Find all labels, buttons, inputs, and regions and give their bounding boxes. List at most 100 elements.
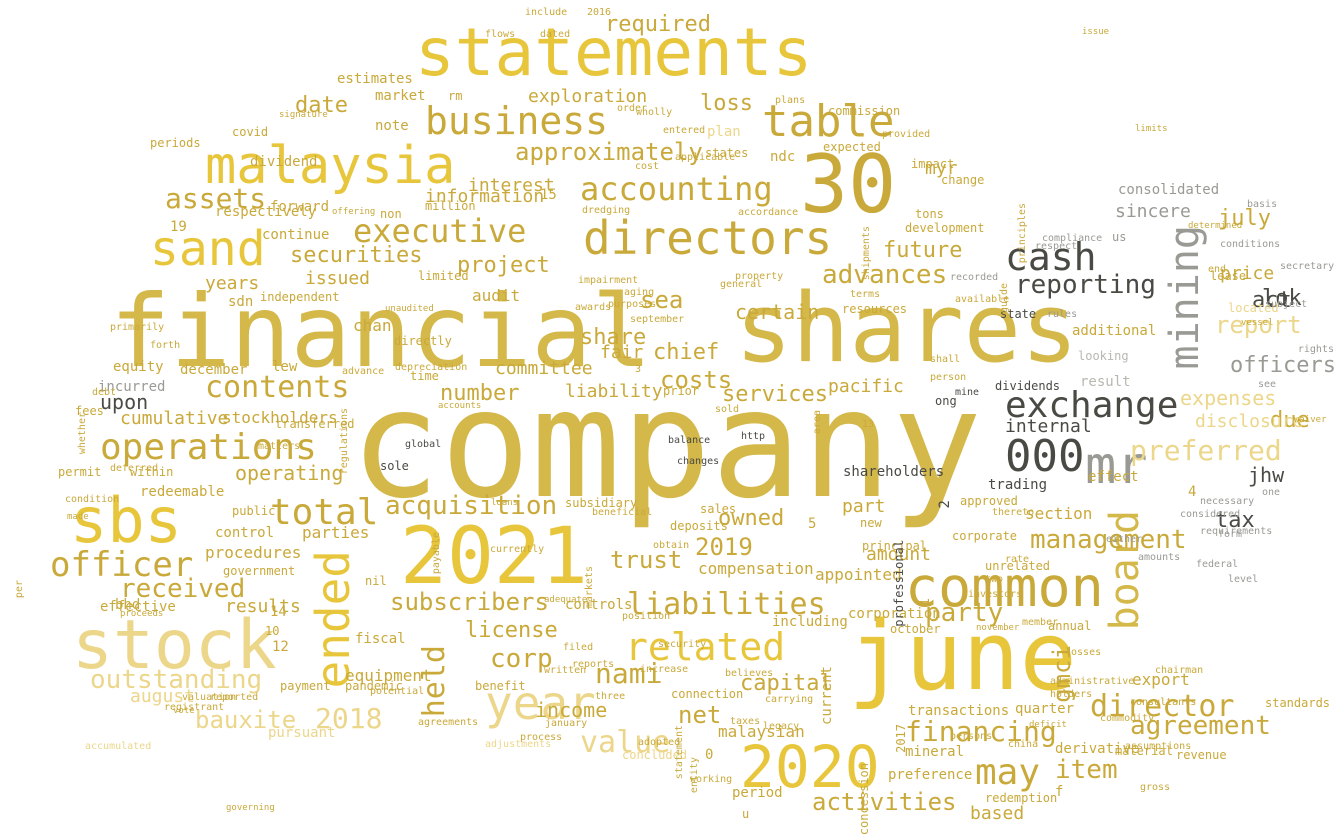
word-operations: operations bbox=[100, 427, 317, 468]
word-mr: mr bbox=[1085, 436, 1148, 496]
word-12: 12 bbox=[272, 639, 289, 655]
word-october: october bbox=[890, 622, 941, 636]
word-agreement: agreement bbox=[1130, 711, 1271, 741]
word-results: results bbox=[225, 596, 301, 617]
word-concluded: concluded bbox=[622, 748, 688, 762]
word-made: made bbox=[67, 512, 89, 522]
word-holders: holders bbox=[1050, 689, 1093, 700]
word-standards: standards bbox=[1265, 696, 1331, 710]
word-preference: preference bbox=[888, 767, 973, 783]
word-tax: tax bbox=[1215, 508, 1255, 533]
word-whether: whether bbox=[77, 412, 88, 455]
word-costs: costs bbox=[660, 366, 733, 394]
word-member: member bbox=[1022, 617, 1059, 628]
word-benefit: benefit bbox=[475, 679, 526, 693]
word-directly: directly bbox=[394, 334, 452, 348]
word-valuation: valuation bbox=[182, 692, 237, 703]
word-reports: reports bbox=[572, 659, 615, 670]
word-share: share bbox=[580, 325, 647, 350]
word-basis: basis bbox=[1247, 199, 1278, 210]
word-corporation: corporation bbox=[848, 606, 941, 622]
word-13: 13 bbox=[862, 419, 875, 430]
word-written: written bbox=[544, 665, 587, 676]
word-see: see bbox=[1258, 379, 1277, 390]
word-nil: nil bbox=[365, 574, 387, 588]
word-sbs: sbs bbox=[70, 484, 182, 557]
word-4: 4 bbox=[1188, 484, 1197, 500]
word-redemption: redemption bbox=[985, 791, 1058, 805]
word-lew: lew bbox=[272, 359, 298, 375]
word-china: china bbox=[1008, 739, 1039, 750]
word-tons: tons bbox=[915, 207, 944, 221]
word-fees: fees bbox=[75, 404, 104, 418]
word-trust: trust bbox=[610, 546, 683, 574]
word-redeemable: redeemable bbox=[140, 484, 225, 500]
word-2019: 2019 bbox=[695, 533, 753, 561]
word-looking: looking bbox=[1078, 349, 1129, 363]
word-vessel: vessel bbox=[1241, 318, 1274, 328]
word-sales: sales bbox=[700, 502, 737, 516]
word-annual: annual bbox=[1048, 619, 1092, 633]
word-act: act bbox=[1252, 288, 1292, 313]
word-forward: forward bbox=[270, 199, 330, 215]
word-forth: forth bbox=[150, 340, 181, 351]
word-bauxite: bauxite bbox=[195, 706, 297, 734]
word-activities: activities bbox=[812, 788, 957, 816]
word-financial: financial bbox=[110, 273, 652, 390]
word-equipment: equipment bbox=[345, 666, 432, 685]
word-deposits: deposits bbox=[670, 519, 728, 533]
word-potential: potential bbox=[370, 686, 425, 697]
word-wholly: wholly bbox=[636, 107, 673, 118]
word-balance: balance bbox=[668, 435, 711, 446]
word-business: business bbox=[425, 99, 609, 143]
word-determined: determined bbox=[1188, 221, 1243, 231]
word-chairman: chairman bbox=[1155, 665, 1204, 676]
word-corporate: corporate bbox=[952, 529, 1018, 543]
word-development: development bbox=[905, 221, 985, 235]
word-taxes: taxes bbox=[730, 716, 761, 727]
word-bhd: bhd bbox=[115, 597, 141, 613]
word-payable: payable bbox=[431, 532, 442, 575]
word-liability: liability bbox=[565, 381, 663, 402]
word-securities: securities bbox=[290, 243, 423, 268]
word-vote: vote bbox=[173, 706, 195, 716]
word-value: value bbox=[580, 725, 671, 760]
word-january: january bbox=[545, 718, 588, 729]
word-pursuant: pursuant bbox=[268, 725, 336, 741]
word-2020: 2020 bbox=[740, 733, 880, 801]
word-2016: 2016 bbox=[587, 7, 612, 18]
word-pacific: pacific bbox=[828, 376, 904, 397]
word-terms: terms bbox=[850, 289, 881, 300]
word-december: december bbox=[180, 362, 248, 378]
word-u: u bbox=[742, 807, 750, 821]
word-increase: increase bbox=[640, 664, 689, 675]
word-ndc: ndc bbox=[770, 149, 796, 165]
word-three: three bbox=[595, 691, 626, 702]
word-aging: aging bbox=[624, 287, 655, 298]
word-loans: loans bbox=[491, 498, 519, 508]
word-years: years bbox=[205, 273, 260, 294]
word-sand: sand bbox=[150, 221, 266, 277]
word-malaysia: malaysia bbox=[205, 136, 456, 196]
word-considered: considered bbox=[1180, 509, 1241, 520]
word-government: government bbox=[223, 564, 296, 578]
word-investors: investors bbox=[968, 589, 1023, 600]
word-accordance: accordance bbox=[738, 207, 799, 218]
word-fiscal: fiscal bbox=[355, 631, 406, 647]
word-shipments: shipments bbox=[861, 226, 872, 281]
word-guide: guide bbox=[999, 283, 1010, 314]
word-impairment: impairment bbox=[578, 275, 639, 286]
word-0: 0 bbox=[705, 747, 714, 763]
word-number: number bbox=[440, 381, 520, 406]
word-market: market bbox=[375, 88, 426, 104]
word-equity: equity bbox=[113, 359, 164, 375]
word-requirements: requirements bbox=[1200, 526, 1273, 537]
word-30: 30 bbox=[800, 138, 897, 231]
word-mineral: mineral bbox=[905, 744, 965, 760]
word-issued: issued bbox=[305, 268, 371, 289]
word-capital: capital bbox=[740, 671, 833, 696]
word-offering: offering bbox=[332, 207, 376, 217]
word-include: include bbox=[525, 7, 568, 18]
word-unrelated: unrelated bbox=[985, 559, 1051, 573]
word-deficit: deficit bbox=[1029, 720, 1067, 730]
